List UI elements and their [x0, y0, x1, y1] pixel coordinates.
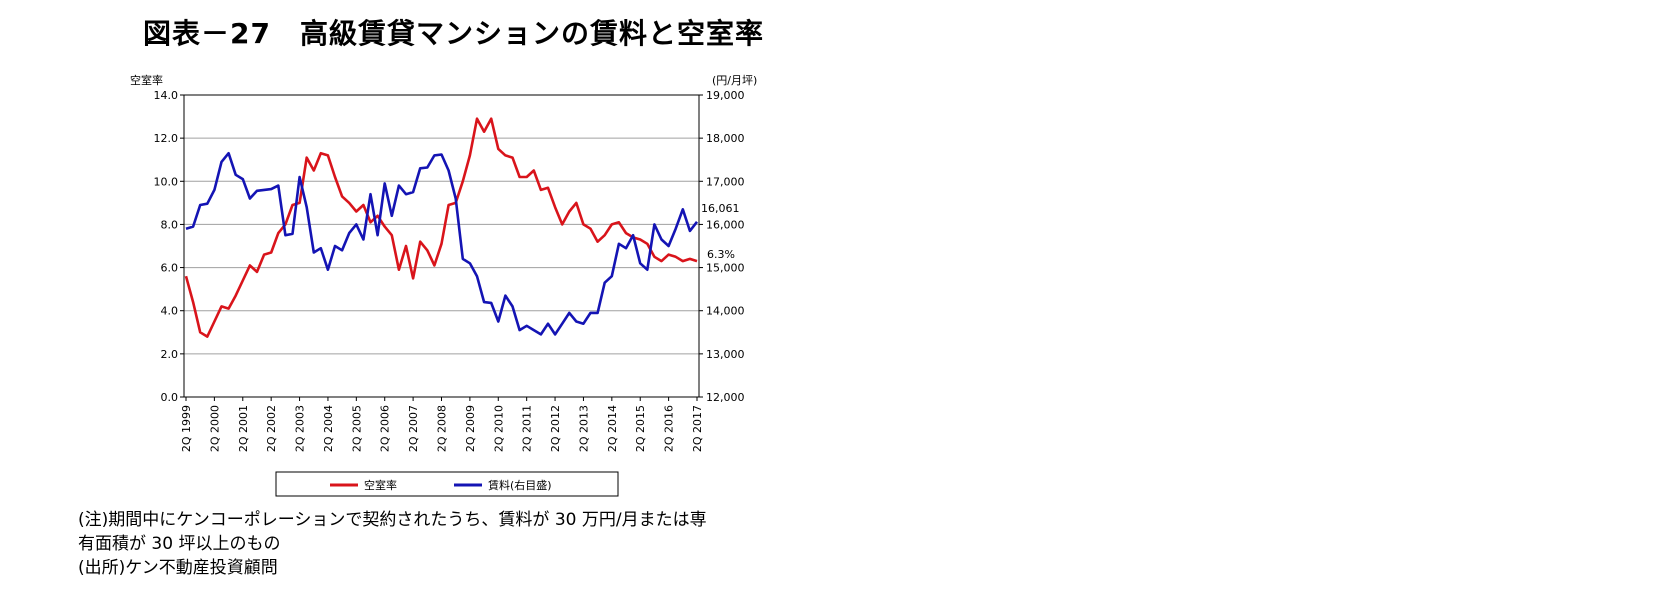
rent-line: [185, 151, 699, 336]
legend-box: [275, 471, 619, 497]
legend: 空室率 賃料(右目盛): [275, 471, 619, 497]
page-title: 図表－27 高級賃貸マンションの賃料と空室率: [143, 17, 764, 50]
left-tick-label: 8.0: [161, 218, 179, 231]
right-tick-label: 12,000: [706, 391, 745, 404]
x-tick-label: 2Q 2003: [294, 405, 307, 452]
left-tick-label: 6.0: [161, 262, 179, 275]
x-tick-label: 2Q 2016: [663, 405, 676, 452]
left-axis: 0.0 2.0 4.0 6.0 8.0 10.0 12.0 14.0: [154, 89, 184, 404]
left-tick-label: 0.0: [161, 391, 179, 404]
note-line: (注)期間中にケンコーポレーションで契約されたうち、賃料が 30 万円/月または…: [78, 510, 707, 530]
x-axis: 2Q 1999 2Q 2000 2Q 2001 2Q 2002 2Q 2003 2Q 20…: [180, 397, 704, 452]
right-axis: 12,000 13,000 14,000 15,000 16,000 17,000 18,0…: [699, 89, 745, 404]
x-tick-label: 2Q 2008: [436, 405, 449, 452]
x-tick-label: 2Q 1999: [180, 405, 193, 452]
vacancy-rate-line: [184, 117, 698, 338]
x-tick-label: 2Q 2001: [237, 405, 250, 452]
left-tick-label: 4.0: [161, 305, 179, 318]
right-tick-label: 18,000: [706, 132, 745, 145]
x-tick-label: 2Q 2007: [407, 405, 420, 452]
x-tick-label: 2Q 2009: [464, 405, 477, 452]
vacancy-end-label: 6.3%: [707, 248, 735, 261]
x-tick-label: 2Q 2004: [322, 405, 335, 452]
right-tick-label: 15,000: [706, 262, 745, 275]
x-tick-label: 2Q 2012: [549, 405, 562, 452]
x-tick-label: 2Q 2015: [634, 405, 647, 452]
left-tick-label: 14.0: [154, 89, 179, 102]
right-tick-label: 14,000: [706, 305, 745, 318]
x-tick-label: 2Q 2002: [265, 405, 278, 452]
right-tick-label: 13,000: [706, 348, 745, 361]
left-tick-label: 2.0: [161, 348, 179, 361]
legend-label-vacancy: 空室率: [364, 478, 397, 492]
note-line: (出所)ケン不動産投資顧問: [78, 558, 278, 578]
note-line: 有面積が 30 坪以上のもの: [78, 534, 281, 554]
right-axis-label: (円/月坪): [712, 74, 757, 87]
right-tick-label: 19,000: [706, 89, 745, 102]
x-tick-label: 2Q 2014: [606, 405, 619, 452]
x-tick-label: 2Q 2013: [577, 405, 590, 452]
x-tick-label: 2Q 2006: [379, 405, 392, 452]
left-tick-label: 10.0: [154, 175, 179, 188]
chart: 0.0 2.0 4.0 6.0 8.0 10.0 12.0 14.0 12,000 13,000…: [130, 73, 757, 497]
x-tick-label: 2Q 2000: [208, 405, 221, 452]
left-tick-label: 12.0: [154, 132, 179, 145]
x-tick-label: 2Q 2010: [492, 405, 505, 452]
left-axis-label: 空室率: [130, 73, 163, 87]
x-tick-label: 2Q 2005: [350, 405, 363, 452]
rent-end-label: 16,061: [701, 202, 740, 215]
grid-lines: [184, 137, 699, 355]
right-tick-label: 17,000: [706, 175, 745, 188]
x-tick-label: 2Q 2017: [691, 405, 704, 452]
x-tick-label: 2Q 2011: [521, 405, 534, 452]
legend-label-rent: 賃料(右目盛): [488, 478, 552, 492]
footnotes: (注)期間中にケンコーポレーションで契約されたうち、賃料が 30 万円/月または…: [78, 508, 707, 580]
right-tick-label: 16,000: [706, 218, 745, 231]
